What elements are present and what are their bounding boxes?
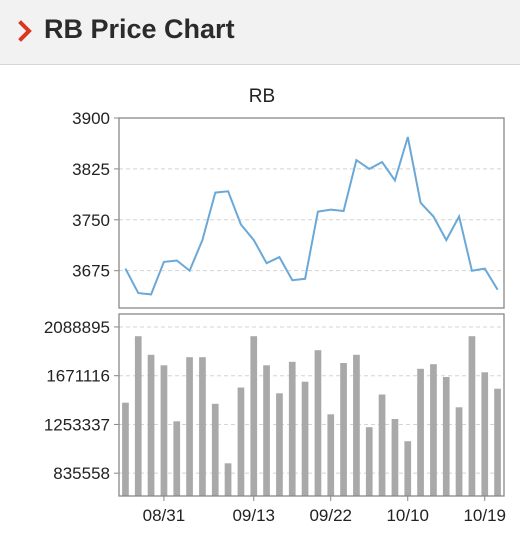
volume-grid [114, 326, 504, 474]
volume-bar [263, 365, 270, 496]
price-y-tick-label: 3825 [72, 160, 110, 179]
volume-bar [468, 336, 476, 496]
volume-bar [417, 368, 424, 496]
volume-bar [494, 388, 501, 496]
volume-bar [430, 364, 437, 496]
price-grid [114, 117, 504, 272]
volume-bar [340, 363, 347, 496]
volume-y-tick-label: 1671116 [46, 367, 110, 386]
volume-bar [353, 354, 360, 496]
price-y-tick-label: 3750 [72, 211, 110, 230]
volume-bar [378, 394, 386, 496]
chevron-right-icon [18, 20, 32, 42]
x-tick-label: 10/19 [463, 506, 506, 525]
volume-bar [134, 336, 142, 496]
volume-y-tick-label: 2088895 [44, 318, 110, 337]
volume-bar [327, 414, 335, 496]
volume-bar [147, 354, 155, 496]
x-tick-label: 09/22 [309, 506, 352, 525]
volume-bar [288, 361, 296, 496]
price-y-axis-labels: 3675 3750 3825 3900 [72, 109, 110, 281]
volume-bar [301, 381, 309, 496]
price-y-tick-label: 3675 [72, 262, 110, 281]
price-y-tick-label: 3900 [72, 109, 110, 128]
chart-header: RB Price Chart [0, 0, 520, 65]
x-axis-labels: 08/31 09/13 09/22 10/10 10/19 [143, 496, 506, 525]
volume-bars [122, 336, 501, 496]
volume-bar [442, 377, 450, 496]
price-chart-title: RB [249, 86, 275, 107]
volume-bar [404, 441, 412, 496]
volume-bar [224, 463, 232, 496]
volume-plot-frame [118, 313, 505, 497]
price-volume-chart: RB 3675 3750 3825 3900 835558 1253337 1671116… [44, 86, 506, 525]
volume-bar [173, 421, 181, 496]
volume-bar [186, 357, 193, 496]
volume-bar [211, 403, 219, 496]
x-tick-label: 10/10 [386, 506, 429, 525]
volume-bar [276, 393, 283, 496]
volume-bar [160, 365, 168, 496]
volume-bar [250, 336, 258, 496]
volume-bar [455, 407, 463, 496]
x-tick-label: 08/31 [143, 506, 186, 525]
volume-bar [391, 419, 399, 496]
volume-bar [237, 387, 245, 496]
volume-y-tick-label: 835558 [53, 464, 110, 483]
volume-bar [365, 427, 373, 496]
volume-bar [481, 372, 489, 496]
volume-bar [314, 350, 322, 496]
page-title: RB Price Chart [44, 14, 235, 44]
price-plot-frame [118, 117, 505, 309]
price-series-line [124, 136, 499, 296]
x-tick-label: 09/13 [232, 506, 275, 525]
volume-y-tick-label: 1253337 [44, 415, 110, 434]
volume-bar [122, 402, 129, 496]
volume-y-axis-labels: 835558 1253337 1671116 2088895 [44, 318, 110, 483]
volume-bar [199, 357, 206, 496]
